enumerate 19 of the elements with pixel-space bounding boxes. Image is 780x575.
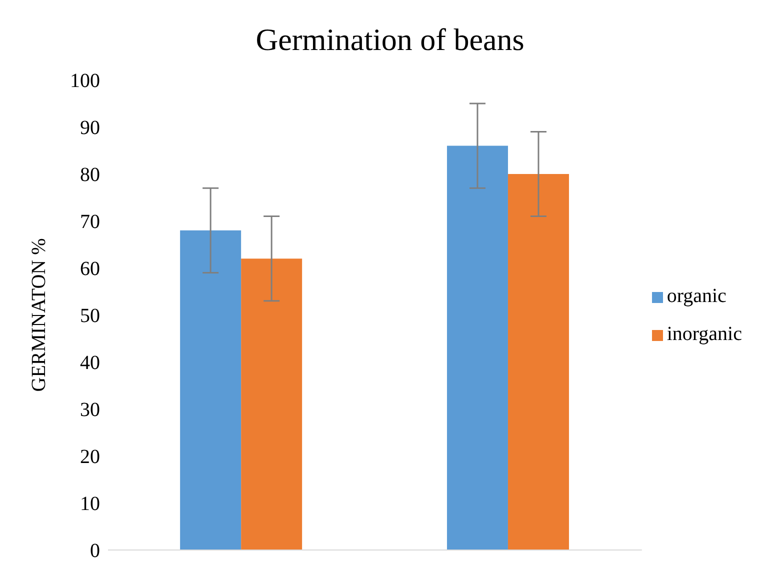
y-tick-label: 30 — [80, 399, 100, 422]
legend-label: organic — [666, 285, 726, 307]
y-tick-label: 40 — [80, 352, 100, 374]
y-tick-label: 60 — [80, 258, 100, 280]
y-tick-label: 90 — [80, 117, 100, 140]
y-tick-label: 80 — [80, 164, 100, 186]
y-tick-label: 50 — [80, 305, 100, 328]
y-tick-label: 100 — [70, 70, 100, 92]
y-tick-label: 70 — [80, 211, 100, 234]
y-axis-title: GERMINATON % — [28, 238, 50, 392]
y-tick-label: 10 — [80, 493, 100, 516]
bar — [180, 230, 242, 550]
bar — [446, 146, 508, 550]
bar — [241, 258, 302, 550]
y-tick-label: 20 — [80, 446, 100, 468]
y-tick-label: 0 — [90, 540, 100, 562]
chart-title: Germination of beans — [254, 22, 526, 59]
bar — [508, 174, 569, 550]
legend-label: inorganic — [666, 323, 742, 345]
